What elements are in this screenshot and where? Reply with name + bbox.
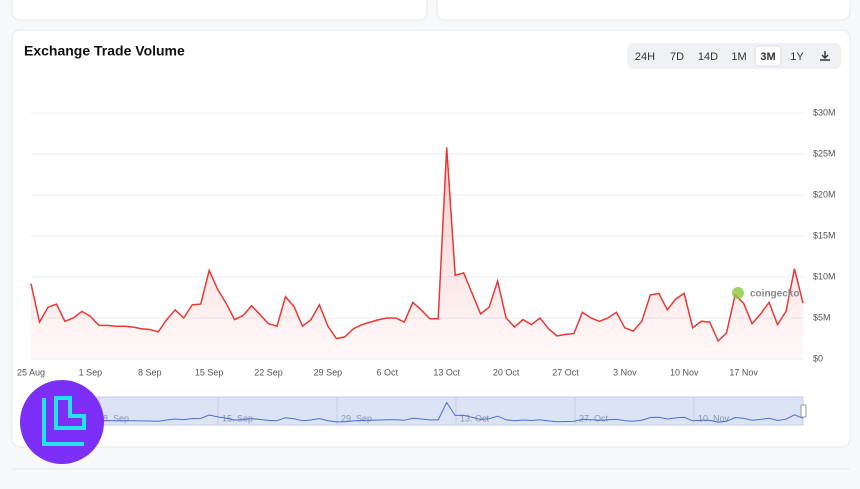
- range-button[interactable]: 3M: [760, 51, 775, 63]
- logo: [20, 380, 104, 464]
- chart-card: [11, 29, 851, 448]
- x-tick-label: 22 Sep: [254, 367, 283, 377]
- x-tick-label: 3 Nov: [613, 367, 637, 377]
- x-tick-label: 13 Oct: [433, 367, 460, 377]
- download-button[interactable]: [820, 51, 830, 61]
- logo-mark: [42, 396, 86, 446]
- range-button[interactable]: 1M: [731, 51, 746, 63]
- chart-title: Exchange Trade Volume: [24, 43, 185, 59]
- card: [436, 0, 851, 21]
- navigator-line: [30, 401, 804, 423]
- y-tick-label: $15M: [813, 230, 836, 240]
- watermark-icon: [732, 287, 744, 299]
- y-tick-label: $25M: [813, 148, 836, 158]
- y-tick-label: $20M: [813, 189, 836, 199]
- navigator-label: 8. Sep: [103, 413, 129, 423]
- x-tick-label: 25 Aug: [17, 367, 45, 377]
- y-tick-label: $0: [813, 353, 823, 363]
- card: [11, 0, 428, 21]
- area: [31, 147, 803, 359]
- range-button[interactable]: 14D: [698, 51, 718, 63]
- x-tick-label: 6 Oct: [377, 367, 399, 377]
- x-tick-label: 1 Sep: [79, 367, 103, 377]
- range-buttons: 24H 7D 14D 1M 3M 1Y: [635, 45, 804, 67]
- y-tick-label: $5M: [813, 312, 831, 322]
- y-tick-label: $30M: [813, 107, 836, 117]
- x-tick-label: 27 Oct: [552, 367, 579, 377]
- navigator-label: 27. Oct: [579, 413, 609, 423]
- x-tick-label: 10 Nov: [670, 367, 699, 377]
- plot: $0 $5M $10M $15M $20M $25M $30M 25 Aug 1 Sep 8 Se…: [17, 107, 836, 377]
- range-button[interactable]: 7D: [670, 51, 684, 63]
- navigator-label: 29. Sep: [341, 413, 372, 423]
- x-tick-label: 17 Nov: [729, 367, 758, 377]
- navigator-handle[interactable]: [800, 404, 807, 418]
- x-tick-label: 29 Sep: [314, 367, 343, 377]
- x-tick-label: 8 Sep: [138, 367, 162, 377]
- range-button[interactable]: 24H: [635, 51, 655, 63]
- range-selector: [627, 43, 841, 69]
- download-icon[interactable]: [820, 51, 830, 61]
- y-tick-label: $10M: [813, 271, 836, 281]
- navigator-label: 15. Sep: [222, 413, 253, 423]
- navigator-label: 10. Nov: [698, 413, 730, 423]
- active-button-bg: [754, 45, 782, 67]
- watermark: coingecko: [750, 289, 799, 300]
- x-tick-label: 20 Oct: [493, 367, 520, 377]
- line: [30, 147, 804, 343]
- range-button[interactable]: 1Y: [790, 51, 804, 63]
- x-tick-label: 15 Sep: [195, 367, 224, 377]
- logo-circle: [20, 380, 104, 464]
